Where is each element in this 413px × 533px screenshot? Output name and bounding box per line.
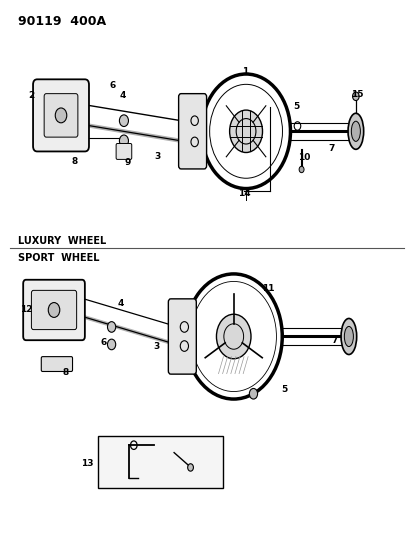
FancyBboxPatch shape: [44, 94, 78, 137]
Circle shape: [187, 464, 193, 471]
Circle shape: [216, 314, 250, 359]
Text: 6: 6: [100, 338, 106, 347]
Ellipse shape: [344, 326, 353, 346]
Circle shape: [119, 135, 128, 147]
Circle shape: [107, 339, 115, 350]
Text: 5: 5: [293, 102, 299, 111]
Circle shape: [249, 389, 257, 399]
Text: 5: 5: [280, 385, 287, 394]
FancyBboxPatch shape: [98, 436, 223, 488]
FancyBboxPatch shape: [41, 357, 72, 372]
Circle shape: [119, 115, 128, 126]
Text: 7: 7: [330, 336, 337, 345]
Text: 90119  400A: 90119 400A: [18, 14, 106, 28]
Circle shape: [55, 108, 66, 123]
Text: SPORT  WHEEL: SPORT WHEEL: [18, 253, 99, 263]
Text: 11: 11: [261, 284, 273, 293]
Text: 2: 2: [28, 91, 34, 100]
FancyBboxPatch shape: [178, 94, 206, 169]
Text: 15: 15: [350, 90, 363, 99]
Text: 3: 3: [154, 152, 160, 161]
Text: 8: 8: [71, 157, 78, 166]
Ellipse shape: [351, 121, 359, 141]
FancyBboxPatch shape: [116, 143, 131, 159]
Text: 6: 6: [109, 80, 115, 90]
Text: 7: 7: [327, 144, 334, 154]
FancyBboxPatch shape: [168, 299, 196, 374]
FancyBboxPatch shape: [23, 280, 85, 340]
Text: 8: 8: [62, 368, 68, 377]
Text: 1: 1: [241, 67, 247, 76]
Text: 10: 10: [297, 153, 309, 162]
Text: 4: 4: [120, 91, 126, 100]
Circle shape: [107, 321, 115, 332]
Text: 13: 13: [81, 459, 94, 469]
FancyBboxPatch shape: [31, 290, 76, 329]
Text: 12: 12: [20, 305, 32, 314]
Circle shape: [352, 92, 358, 101]
Circle shape: [298, 166, 303, 173]
Text: LUXURY  WHEEL: LUXURY WHEEL: [18, 236, 106, 246]
Text: 14: 14: [238, 189, 251, 198]
Circle shape: [229, 110, 262, 152]
Ellipse shape: [340, 318, 356, 354]
Text: 9: 9: [125, 158, 131, 166]
Circle shape: [48, 303, 59, 317]
Text: 4: 4: [117, 299, 123, 308]
Text: 3: 3: [153, 342, 159, 351]
FancyBboxPatch shape: [33, 79, 89, 151]
Ellipse shape: [347, 114, 363, 149]
